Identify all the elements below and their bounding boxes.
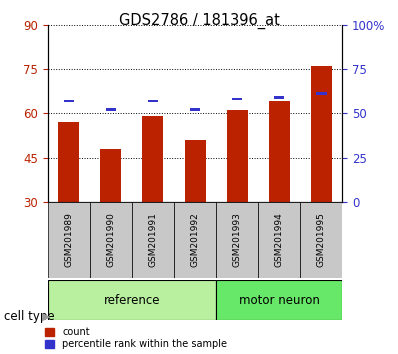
FancyBboxPatch shape [300, 202, 342, 278]
Text: cell type: cell type [4, 310, 55, 323]
Bar [269, 102, 290, 202]
Bar [64, 99, 74, 102]
Bar [226, 110, 248, 202]
Bar [148, 99, 158, 102]
FancyBboxPatch shape [48, 202, 90, 278]
FancyBboxPatch shape [90, 202, 132, 278]
Bar [58, 122, 79, 202]
FancyBboxPatch shape [216, 280, 342, 320]
Text: GSM201989: GSM201989 [64, 212, 73, 267]
FancyBboxPatch shape [132, 202, 174, 278]
Text: reference: reference [103, 293, 160, 307]
Bar [100, 149, 121, 202]
Legend: count, percentile rank within the sample: count, percentile rank within the sample [45, 327, 227, 349]
FancyBboxPatch shape [258, 202, 300, 278]
Text: GDS2786 / 181396_at: GDS2786 / 181396_at [119, 12, 279, 29]
Bar [190, 108, 200, 111]
Bar [311, 66, 332, 202]
Bar [142, 116, 164, 202]
Text: ▶: ▶ [41, 312, 50, 322]
FancyBboxPatch shape [216, 202, 258, 278]
Text: GSM201991: GSM201991 [148, 212, 158, 267]
Bar [274, 96, 285, 99]
Bar [185, 140, 205, 202]
Text: motor neuron: motor neuron [239, 293, 320, 307]
Bar [105, 108, 116, 111]
Text: GSM201995: GSM201995 [317, 212, 326, 267]
Text: GSM201992: GSM201992 [191, 212, 199, 267]
Bar [232, 98, 242, 101]
Bar [316, 92, 326, 95]
FancyBboxPatch shape [174, 202, 216, 278]
Text: GSM201990: GSM201990 [106, 212, 115, 267]
Text: GSM201994: GSM201994 [275, 212, 284, 267]
FancyBboxPatch shape [48, 280, 216, 320]
Text: GSM201993: GSM201993 [232, 212, 242, 267]
